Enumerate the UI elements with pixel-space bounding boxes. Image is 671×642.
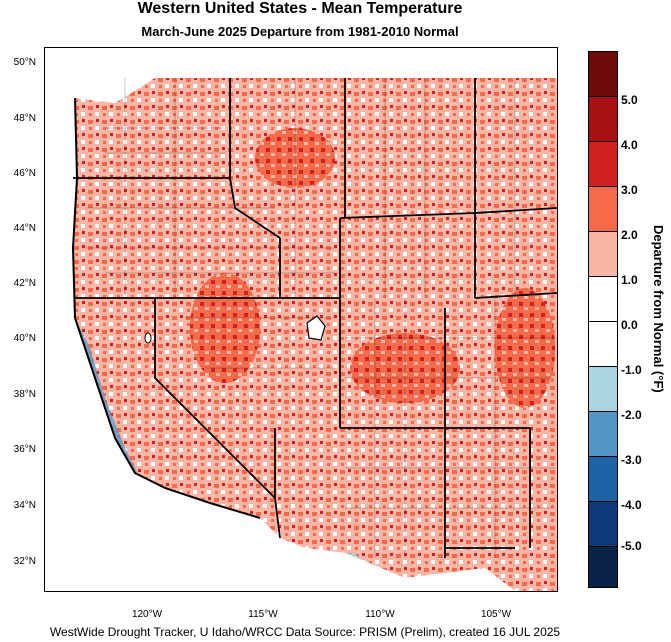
map-title: Western United States - Mean Temperature xyxy=(137,0,463,17)
map-subtitle: March-June 2025 Departure from 1981-2010… xyxy=(141,24,459,39)
color-bar-label: 5.0 xyxy=(621,93,638,107)
color-bar-label: 1.0 xyxy=(621,273,638,287)
color-bar-segment xyxy=(589,457,617,502)
lon-label: 105°W xyxy=(480,609,512,620)
color-bar-segment xyxy=(589,52,617,97)
color-bar-label: -4.0 xyxy=(621,498,642,512)
cool-anomaly-coast xyxy=(73,318,140,478)
color-bar xyxy=(588,51,618,588)
lat-label: 32°N xyxy=(13,556,36,567)
lat-label: 42°N xyxy=(13,278,36,289)
lat-label: 40°N xyxy=(13,333,36,344)
color-bar-segment xyxy=(589,322,617,367)
color-bar-segment xyxy=(589,142,617,187)
warm-anomaly-patch xyxy=(190,273,260,383)
color-bar-label: -1.0 xyxy=(621,363,642,377)
color-bar-segment xyxy=(589,277,617,322)
warm-anomaly-patch xyxy=(495,288,555,408)
color-bar-title-text: Departure from Normal (°F) xyxy=(651,225,666,393)
lake-tahoe xyxy=(144,332,152,344)
lat-label: 48°N xyxy=(13,113,36,124)
lat-label: 38°N xyxy=(13,389,36,400)
ocean-area xyxy=(45,48,557,591)
lat-label: 44°N xyxy=(13,223,36,234)
coastline xyxy=(71,97,261,519)
color-bar-label: -3.0 xyxy=(621,453,642,467)
color-bar-segment xyxy=(589,502,617,547)
lat-label: 34°N xyxy=(13,500,36,511)
color-bar-segment xyxy=(589,547,617,587)
county-boundaries xyxy=(85,78,555,558)
lon-label: 115°W xyxy=(248,609,278,620)
color-bar-segment xyxy=(589,97,617,142)
lat-label: 46°N xyxy=(13,168,36,179)
lon-label: 120°W xyxy=(131,609,163,620)
map-canvas xyxy=(45,48,557,591)
great-salt-lake xyxy=(306,315,326,341)
color-bar-label: 4.0 xyxy=(621,138,638,152)
color-bar-label: -5.0 xyxy=(621,539,642,553)
footer-credit: WestWide Drought Tracker, U Idaho/WRCC D… xyxy=(49,625,561,639)
color-bar-title: Departure from Normal (°F) xyxy=(651,225,671,475)
color-bar-segment xyxy=(589,232,617,277)
color-bar-segment xyxy=(589,367,617,412)
state-boundaries xyxy=(73,78,557,558)
color-bar-label: 3.0 xyxy=(621,183,638,197)
color-bar-label: 0.0 xyxy=(621,318,638,332)
color-bar-label: 2.0 xyxy=(621,228,638,242)
lon-label: 110°W xyxy=(365,609,395,620)
color-bar-segment xyxy=(589,412,617,457)
color-bar-label: -2.0 xyxy=(621,408,642,422)
temperature-departure-map xyxy=(44,47,558,592)
lat-label: 36°N xyxy=(13,444,36,455)
lat-label: 50°N xyxy=(13,57,36,68)
color-bar-segment xyxy=(589,187,617,232)
